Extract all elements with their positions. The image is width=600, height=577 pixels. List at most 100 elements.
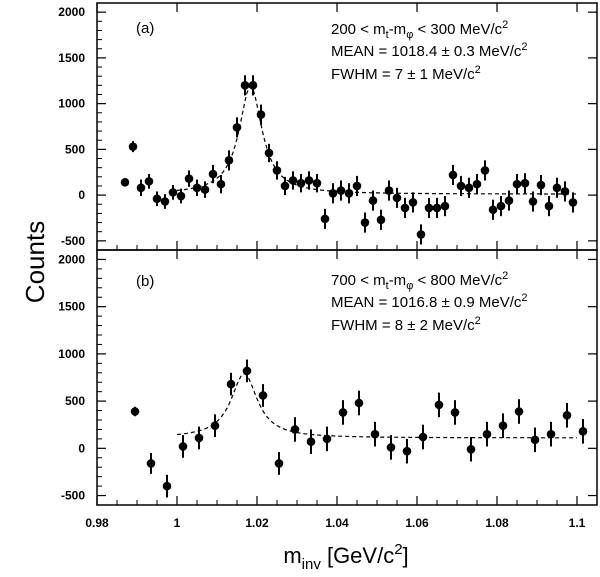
panel-b-xtick-label: 1.06 [405,516,429,530]
panel-b-data-point [146,459,156,468]
panel-a-data-point [480,166,490,175]
panel-a-ytick-label: 0 [78,188,85,202]
panel-a-data-point [264,148,274,158]
panel-b-ytick-label: 1000 [58,347,85,361]
panel-b-data-point [450,408,460,417]
panel-b-data-point [354,398,364,408]
panel-a-data-point [544,201,554,211]
panel-a-data-point [360,218,370,227]
panel-b-data-point [258,391,268,400]
panel-a-data-point [552,183,562,193]
panel-a-data-point [408,198,418,207]
panel-a-data-point [224,156,234,165]
panel-a-fwhm-annotation: FWHM = 7 ± 1 MeV/c2 [331,64,481,83]
panel-a-data-point [136,183,146,193]
panel-a-ytick-label: 1500 [58,51,85,65]
panel-a-data-point [440,201,450,211]
panel-a-data-point [536,180,546,190]
panel-b-data-point [306,437,316,447]
panel-a-ytick-label: 2000 [58,5,85,19]
panel-b-data-point [322,434,332,444]
panel-a: -500 0 500 1000 1500 2000 (a) 200 < mt-mφ < 3… [58,2,598,251]
panel-b-ytick-label: 2000 [58,252,85,266]
panel-b: -500 0 500 1000 1500 2000 0.98 1 1.02 1.04 1.06 1.… [58,249,598,530]
panel-a-data-point [144,177,154,186]
panel-b-ytick-label: 0 [78,441,85,455]
panel-b-data-point [514,407,524,416]
panel-b-data-point [130,407,140,416]
panel-b-data-point [466,444,476,454]
panel-a-data-point [184,174,194,183]
panel-a-ticks [96,2,598,251]
panel-a-data-point [336,186,346,195]
panel-a-data-point [168,188,178,197]
panel-b-points [130,359,588,498]
panel-b-fwhm-annotation: FWHM = 8 ± 2 MeV/c2 [331,315,481,334]
panel-b-data-point [370,429,380,439]
panel-a-mean-annotation: MEAN = 1018.4 ± 0.3 MeV/c2 [331,41,528,60]
panel-a-data-point [368,196,378,205]
panel-b-label: (b) [136,273,154,290]
panel-b-xtick-labels: 0.98 1 1.02 1.04 1.06 1.08 1.1 [85,516,585,530]
panel-a-data-point [296,178,306,188]
panel-a-data-point [400,203,410,213]
panel-a-ytick-label: -500 [61,234,85,248]
panel-a-data-point [304,176,314,185]
panel-b-data-point [290,425,300,434]
panel-b-ticks [96,249,598,506]
panel-b-data-point [242,366,252,376]
panel-a-data-point [568,198,578,207]
panel-a-range-annotation: 200 < mt-mφ < 300 MeV/c2 [331,19,508,41]
panel-b-data-point [386,443,396,452]
panel-a-data-point [256,110,266,119]
panel-a-data-point [200,185,210,194]
panel-b-xtick-label: 1.02 [245,516,269,530]
panel-b-data-point [578,427,588,436]
panel-a-data-point [488,205,498,215]
panel-b-data-point [402,446,412,456]
panel-a-data-point [208,169,218,179]
panel-a-data-point [344,188,354,198]
panel-b-range-annotation: 700 < mt-mφ < 800 MeV/c2 [331,270,508,292]
panel-a-data-point [280,181,290,191]
panel-a-label: (a) [136,20,154,37]
panel-b-data-point [338,408,348,417]
panel-a-data-point [520,178,530,188]
panel-a-data-point [416,230,426,239]
panel-b-ytick-label: 1500 [58,300,85,314]
panel-a-data-point [464,183,474,193]
panel-b-xtick-label: 0.98 [85,516,109,530]
panel-a-data-point [216,179,226,189]
panel-a-data-point [392,193,402,203]
panel-b-data-point [498,421,508,430]
panel-a-data-point [120,178,130,187]
panel-a-data-point [472,179,482,189]
panel-b-data-point [274,459,284,468]
panel-a-ytick-label: 1000 [58,97,85,111]
panel-a-ytick-label: 500 [65,142,85,156]
panel-b-data-point [562,410,572,420]
panel-a-data-point [192,183,202,193]
panel-b-data-point [226,379,236,389]
panel-a-data-point [376,215,386,225]
panel-a-data-point [496,201,506,211]
panel-a-data-point [232,123,242,132]
panel-a-data-point [176,191,186,201]
panel-a-data-point [312,178,322,188]
panel-a-data-point [152,194,162,204]
panel-b-xtick-label: 1.1 [569,516,586,530]
y-axis-label: Counts [20,221,50,303]
panel-a-data-point [384,186,394,195]
panel-a-ytick-labels: -500 0 500 1000 1500 2000 [58,5,85,248]
panel-b-xtick-label: 1.04 [325,516,349,530]
panel-a-data-point [288,176,298,185]
panel-b-data-point [162,481,172,491]
panel-a-data-point [504,196,514,205]
panel-a-data-point [512,179,522,189]
panel-a-fit-curve [176,85,577,195]
panel-a-data-point [448,170,458,180]
panel-b-data-point [530,435,540,445]
panel-b-xtick-label: 1.08 [485,516,509,530]
panel-a-data-point [272,166,282,175]
panel-a-data-point [352,181,362,191]
